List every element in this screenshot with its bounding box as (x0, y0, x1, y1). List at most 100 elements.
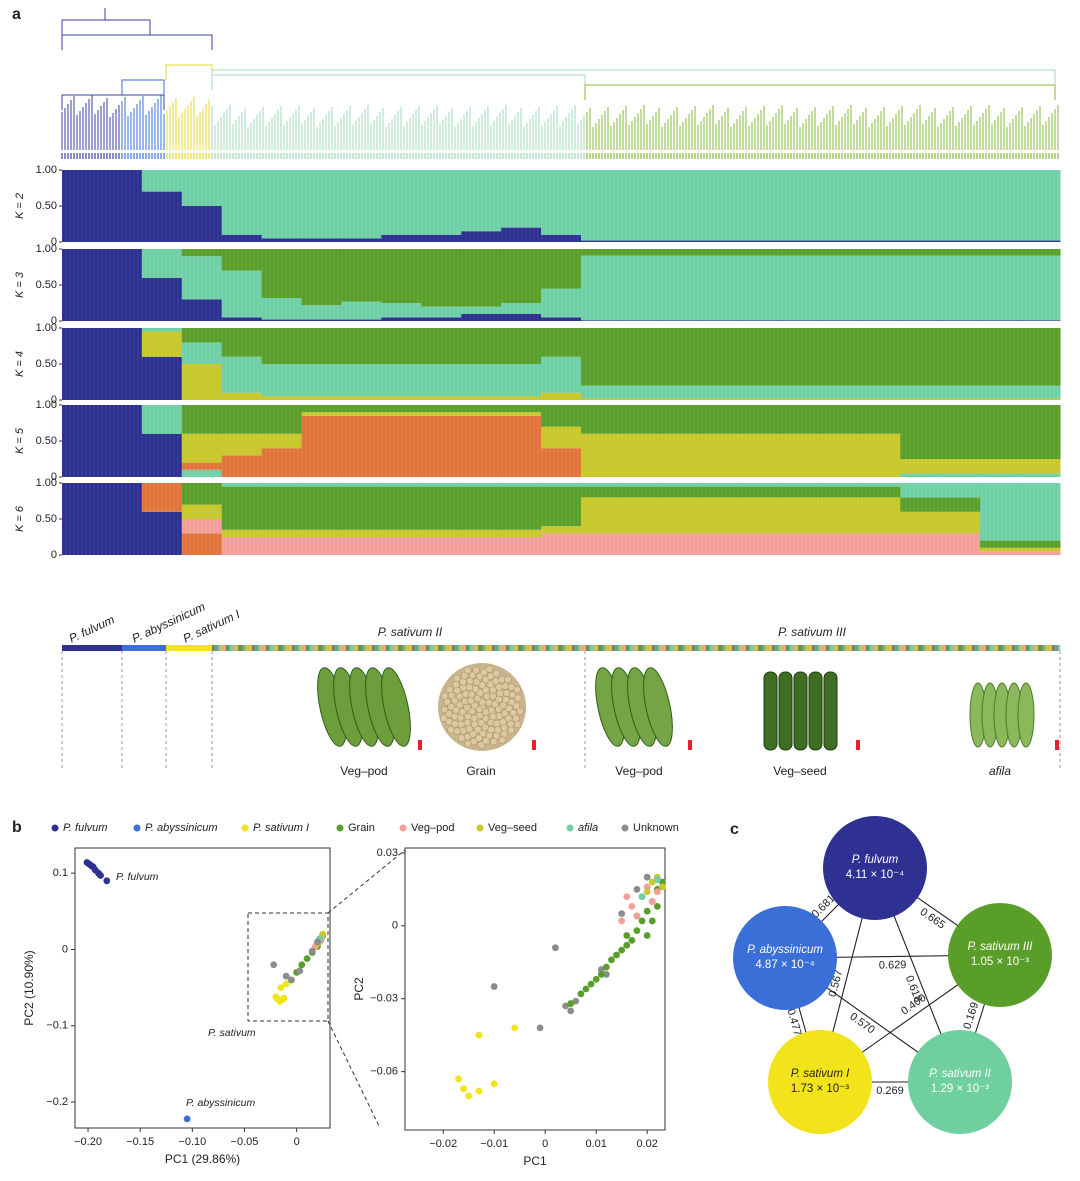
leaf-tip (238, 153, 240, 159)
leaf-tip (550, 153, 552, 159)
admixture-segment (181, 256, 223, 300)
leaf-tip (283, 153, 285, 159)
group-bar (344, 645, 347, 651)
group-bar (486, 645, 489, 651)
group-bar (454, 645, 457, 651)
dendrogram-branch (584, 84, 1056, 100)
admixture-segment (700, 328, 742, 386)
admixture-segment (301, 249, 342, 306)
leaf-tip (865, 153, 867, 159)
leaf-tip (553, 153, 555, 159)
group-bar (464, 645, 467, 651)
grain-seed (507, 726, 515, 734)
group-bar (924, 645, 927, 651)
leaf-tip (280, 153, 282, 159)
group-bar (330, 645, 333, 651)
group-bar (742, 645, 745, 651)
leaf-tip (154, 153, 156, 159)
leaf-tip (274, 153, 276, 159)
group-bar (1016, 645, 1019, 651)
admixture-segment (341, 483, 382, 487)
group-bar (424, 645, 427, 651)
group-bar (402, 645, 405, 651)
group-bar (726, 645, 729, 651)
leaf-tip (319, 153, 321, 159)
leaf-tip (691, 153, 693, 159)
leaf-tip (538, 153, 540, 159)
group-bar (878, 645, 881, 651)
group-bar (318, 645, 321, 651)
admixture-segment (62, 483, 103, 555)
y-tick-label: 0.50 (36, 200, 57, 212)
leaf-tip (724, 153, 726, 159)
point (653, 902, 661, 910)
leaf-tip (427, 153, 429, 159)
admixture-segment (62, 405, 103, 477)
leaf-tip (253, 153, 255, 159)
group-bar (764, 645, 767, 651)
scale-bar (418, 740, 422, 750)
group-bar (692, 645, 695, 651)
group-bar (252, 645, 255, 651)
group-bar (118, 645, 121, 651)
point (582, 985, 590, 993)
photo-label: afila (989, 764, 1011, 778)
group-bar (1038, 645, 1041, 651)
leaf-tip (334, 153, 336, 159)
group-bar (646, 645, 649, 651)
group-bar (322, 645, 325, 651)
admixture-segment (181, 433, 223, 463)
grain-seed (464, 713, 472, 721)
leaf-tip (787, 153, 789, 159)
group-bar (354, 645, 357, 651)
node-name: P. fulvum (852, 854, 899, 866)
group-bar (550, 645, 553, 651)
group-bar (992, 645, 995, 651)
group-bar (334, 645, 337, 651)
grain-seed (440, 692, 449, 700)
leaf-tip (796, 153, 798, 159)
admixture-segment (900, 473, 941, 477)
group-bar (1054, 645, 1057, 651)
grain-seed (468, 671, 477, 679)
admixture-segment (620, 328, 662, 386)
leaf-tip (898, 153, 900, 159)
admixture-segment (1020, 405, 1061, 459)
group-bar (414, 645, 417, 651)
group-bar (264, 645, 267, 651)
leaf-tip (577, 153, 579, 159)
group-bar (340, 645, 343, 651)
leaf-tip (931, 153, 933, 159)
leaf-tip (964, 153, 966, 159)
group-bar (396, 645, 399, 651)
admixture-segment (980, 405, 1021, 459)
admixture-segment (940, 240, 981, 242)
point (623, 932, 631, 939)
y-axis-label: K = 2 (14, 193, 26, 219)
group-bar (430, 645, 433, 651)
group-bar (766, 645, 769, 651)
group-bar (62, 645, 65, 651)
leaf-tip (106, 153, 108, 159)
leaf-tip (556, 153, 558, 159)
leaf-tip (91, 153, 93, 159)
group-bar (114, 645, 117, 651)
point (475, 1031, 483, 1039)
group-bar (776, 645, 779, 651)
admixture-segment (1020, 547, 1061, 552)
leaf-tip (940, 153, 942, 159)
admixture-segment (421, 412, 462, 416)
group-bar (748, 645, 751, 651)
grain-seed (485, 732, 494, 740)
leaf-tip (193, 153, 195, 159)
leaf-tip (139, 153, 141, 159)
leaf-tip (712, 153, 714, 159)
admixture-segment (261, 328, 303, 364)
group-bar (1020, 645, 1023, 651)
leaf-tip (85, 153, 87, 159)
leaf-tip (988, 153, 990, 159)
x-tick-label: −0.05 (231, 1136, 259, 1148)
leaf-tip (175, 153, 177, 159)
group-bar (226, 645, 229, 651)
admixture-segment (421, 483, 462, 487)
